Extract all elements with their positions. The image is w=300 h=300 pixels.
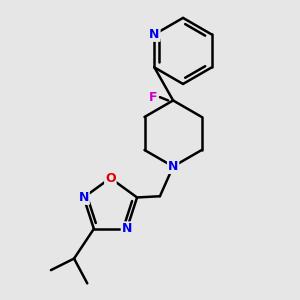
Text: O: O (105, 172, 116, 184)
Text: N: N (149, 28, 160, 41)
Text: N: N (168, 160, 178, 173)
Text: F: F (149, 91, 158, 104)
Text: N: N (122, 222, 132, 236)
Text: N: N (79, 191, 89, 204)
